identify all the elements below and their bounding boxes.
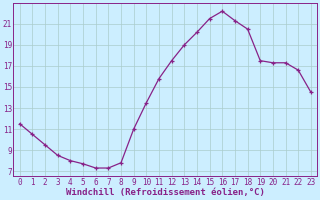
X-axis label: Windchill (Refroidissement éolien,°C): Windchill (Refroidissement éolien,°C) — [66, 188, 265, 197]
